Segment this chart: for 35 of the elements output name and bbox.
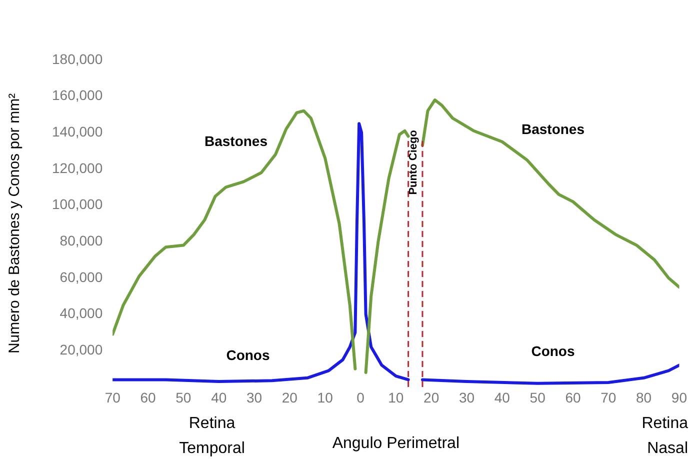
y-tick-label: 100,000 — [52, 196, 103, 212]
annotation: Bastones — [204, 132, 268, 149]
x-tick-label: 70 — [104, 389, 121, 406]
x-tick-label: 40 — [494, 389, 510, 406]
x-tick-label: 70 — [600, 389, 616, 406]
x-tick-label: 10 — [317, 389, 334, 406]
x-tick-label: 50 — [530, 389, 546, 406]
x-tick-label: 20 — [424, 389, 440, 406]
x-tick-label: 90 — [671, 389, 688, 406]
y-tick-label: 40,000 — [60, 305, 103, 322]
annotation: Conos — [226, 346, 270, 363]
y-tick-label: 80,000 — [60, 232, 103, 249]
annotation: Bastones — [521, 120, 585, 137]
ref-line-label: Punto Ciego — [407, 130, 420, 195]
x-tick-label: 30 — [458, 389, 475, 406]
x-tick-label: 0 — [356, 389, 365, 406]
x-tick-label: 80 — [636, 389, 652, 406]
x-tick-label: 10 — [388, 389, 404, 406]
y-tick-label: 140,000 — [52, 124, 103, 140]
y-tick-label: 60,000 — [60, 268, 103, 285]
x-tick-label: 20 — [282, 389, 298, 406]
text: Retina Nasal — [642, 415, 688, 457]
x-tick-label: 60 — [565, 389, 581, 406]
y-tick-label: 120,000 — [52, 160, 103, 176]
x-tick-label: 30 — [246, 389, 262, 406]
y-tick-label: 180,000 — [52, 50, 103, 67]
y-tick-label: 160,000 — [52, 87, 103, 104]
x-tick-label: 40 — [211, 389, 227, 406]
annotation: Conos — [531, 342, 575, 359]
x-tick-label: 50 — [176, 389, 192, 406]
x-axis-title: Angulo Perimetral — [332, 434, 460, 452]
y-axis-title: Numero de Bastones y Conos por mm² — [6, 93, 24, 354]
text: Retina Temporal — [179, 415, 245, 457]
y-tick-label: 20,000 — [60, 342, 103, 358]
x-tick-label: 60 — [140, 389, 156, 406]
